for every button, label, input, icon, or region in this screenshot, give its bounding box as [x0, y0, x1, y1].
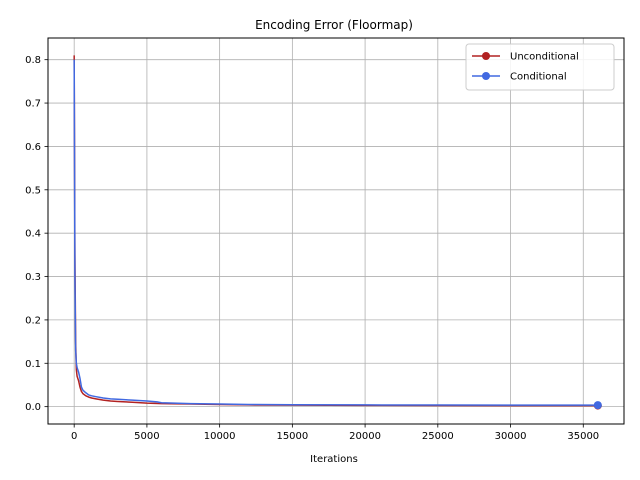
y-tick-label: 0.5 — [25, 185, 41, 196]
legend-marker — [482, 72, 490, 80]
plot-frame — [47, 37, 625, 425]
x-tick-label: 35000 — [567, 431, 599, 442]
x-tick-label: 10000 — [204, 431, 236, 442]
y-tick-label: 0.2 — [25, 315, 41, 326]
x-axis: 0 5000 10000 15000 20000 25000 30000 35000 — [71, 424, 599, 442]
y-tick-label: 0.6 — [25, 142, 41, 153]
chart-title: Encoding Error (Floormap) — [255, 18, 413, 32]
series-line-2 — [73, 59, 598, 406]
x-axis-label: Iterations — [310, 454, 358, 465]
x-tick-label: 25000 — [422, 431, 454, 442]
x-tick-label: 15000 — [276, 431, 308, 442]
x-tick-label: 30000 — [495, 431, 527, 442]
y-tick-label: 0.7 — [25, 99, 41, 110]
series-end-marker-2 — [593, 401, 602, 410]
x-tick-label: 20000 — [349, 431, 381, 442]
x-tick-label: 0 — [71, 431, 77, 442]
grid — [48, 38, 624, 424]
y-tick-label: 0.0 — [25, 402, 41, 413]
y-tick-label: 0.4 — [25, 229, 41, 240]
y-tick-label: 0.8 — [25, 55, 41, 66]
legend-box — [465, 43, 615, 91]
legend-label: Unconditional — [510, 52, 579, 63]
legend-label: Conditional — [510, 72, 567, 83]
series-layer — [73, 55, 602, 410]
y-tick-label: 0.1 — [25, 359, 41, 370]
x-tick-label: 5000 — [134, 431, 159, 442]
y-axis: 0.0 0.1 0.2 0.3 0.4 0.5 0.6 0.7 0.8 — [25, 55, 48, 413]
legend: Unconditional Conditional — [465, 43, 615, 91]
legend-marker — [482, 52, 490, 60]
y-tick-label: 0.3 — [25, 272, 41, 283]
